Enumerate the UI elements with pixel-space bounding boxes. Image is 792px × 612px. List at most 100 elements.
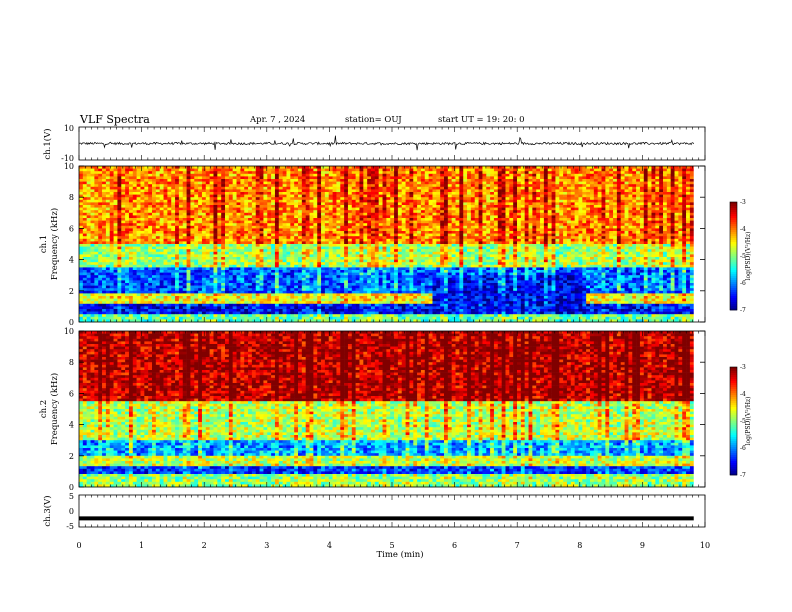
spectrogram-cell — [601, 228, 606, 232]
spectrogram-cell — [447, 210, 452, 214]
spectrogram-cell — [413, 207, 418, 211]
spectrogram-cell — [236, 241, 241, 245]
spectrogram-cell — [578, 223, 583, 227]
spectrogram-cell — [432, 171, 437, 175]
spectrogram-cell — [371, 189, 376, 193]
spectrogram-cell — [409, 194, 414, 198]
spectrogram-cell — [355, 173, 360, 177]
spectrogram-cell — [317, 205, 322, 208]
spectrogram-cell — [152, 197, 157, 201]
spectrogram-cell — [186, 192, 191, 195]
spectrogram-cell — [225, 236, 230, 240]
spectrogram-cell — [470, 186, 476, 190]
spectrogram-cell — [678, 241, 683, 245]
spectrogram-cell — [324, 184, 330, 188]
spectrogram-cell — [651, 244, 656, 247]
spectrogram-cell — [340, 233, 345, 237]
spectrogram-cell — [155, 168, 160, 172]
spectrogram-cell — [582, 168, 587, 172]
spectrogram-cell — [117, 192, 122, 195]
spectrogram-cell — [417, 215, 422, 219]
spectrogram-cell — [178, 202, 184, 206]
spectrogram-cell — [505, 215, 510, 219]
spectrogram-cell — [267, 168, 272, 172]
spectrogram-cell — [382, 218, 387, 221]
spectrogram-cell — [313, 197, 318, 201]
spectrogram-cell — [478, 223, 483, 227]
spectrogram-cell — [382, 197, 387, 201]
spectrogram-cell — [371, 179, 376, 182]
spectrogram-cell — [447, 168, 452, 172]
spectrogram-cell — [532, 218, 537, 221]
spectrogram-cell — [563, 194, 568, 198]
spectrogram-cell — [444, 241, 449, 245]
spectrogram-cell — [317, 181, 322, 185]
spectrogram-cell — [94, 228, 99, 232]
spectrogram-cell — [451, 244, 456, 247]
spectrogram-cell — [274, 184, 280, 188]
spectrogram-cell — [217, 181, 222, 185]
spectrogram-cell — [432, 199, 437, 203]
spectrogram-cell — [459, 181, 464, 185]
spectrogram-cell — [413, 218, 418, 221]
spectrogram-cell — [578, 173, 583, 177]
spectrogram-cell — [620, 212, 625, 216]
spectrogram-cell — [286, 225, 291, 229]
spectrogram-cell — [616, 186, 622, 190]
spectrogram-cell — [547, 184, 552, 188]
spectrogram-cell — [82, 205, 87, 208]
spectrogram-cell — [574, 236, 579, 240]
spectrogram-cell — [643, 186, 648, 190]
spectrogram-cell — [517, 176, 522, 180]
spectrogram-cell — [651, 220, 656, 224]
spectrogram-cell — [459, 197, 464, 201]
spectrogram-cell — [663, 173, 668, 177]
spectrogram-cell — [590, 192, 595, 195]
spectrogram-cell — [86, 194, 91, 198]
spectrogram-cell — [128, 197, 134, 201]
spectrogram-cell — [324, 231, 330, 234]
spectrogram-cell — [536, 225, 541, 229]
spectrogram-cell — [125, 210, 130, 214]
spectrogram-cell — [513, 215, 518, 219]
spectrogram-cell — [121, 179, 126, 182]
spectrogram-cell — [613, 197, 618, 201]
spectrogram-cell — [144, 223, 149, 227]
spectrogram-cell — [586, 173, 591, 177]
spectrogram-cell — [505, 179, 510, 182]
spectrogram-cell — [520, 228, 525, 232]
spectrogram-cell — [267, 228, 272, 232]
spectrogram-cell — [559, 168, 564, 172]
spectrogram-cell — [194, 212, 199, 216]
spectrogram-cell — [267, 194, 272, 198]
spectrogram-cell — [117, 215, 122, 219]
spectrogram-cell — [486, 223, 491, 227]
spectrogram-cell — [167, 176, 172, 180]
spectrogram-cell — [536, 223, 541, 227]
spectrogram-cell — [413, 231, 418, 234]
spectrogram-cell — [128, 173, 134, 177]
spectrogram-cell — [167, 207, 172, 211]
spectrogram-cell — [536, 220, 541, 224]
spectrogram-cell — [597, 173, 602, 177]
spectrogram-cell — [590, 244, 595, 247]
spectrogram-cell — [317, 192, 322, 195]
spectrogram-cell — [244, 212, 249, 216]
spectrogram-cell — [689, 205, 695, 208]
spectrogram-cell — [347, 205, 353, 208]
spectrogram-cell — [294, 223, 299, 227]
spectrogram-cell — [474, 207, 479, 211]
spectrogram-cell — [593, 215, 598, 219]
spectrogram-cell — [663, 192, 668, 195]
spectrogram-cell — [363, 197, 368, 201]
spectrogram-cell — [271, 184, 276, 188]
spectrogram-cell — [290, 171, 295, 175]
spectrogram-cell — [463, 215, 468, 219]
spectrogram-cell — [263, 202, 268, 206]
spectrogram-cell — [444, 220, 449, 224]
spectrogram-cell — [678, 202, 683, 206]
spectrogram-cell — [259, 223, 264, 227]
spectrogram-cell — [528, 207, 533, 211]
spectrogram-cell — [198, 181, 203, 185]
spectrogram-cell — [125, 171, 130, 175]
